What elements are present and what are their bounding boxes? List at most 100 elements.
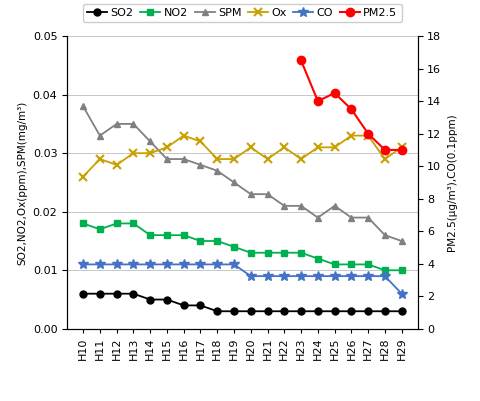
Ox bbox=[198, 139, 204, 144]
SO2 bbox=[365, 309, 371, 314]
SO2 bbox=[198, 303, 204, 308]
SPM bbox=[215, 168, 220, 173]
NO2 bbox=[281, 250, 287, 255]
SPM bbox=[80, 104, 86, 109]
CO bbox=[164, 262, 170, 267]
SPM bbox=[382, 233, 388, 237]
Ox bbox=[315, 145, 321, 150]
CO bbox=[399, 291, 405, 296]
NO2 bbox=[114, 221, 120, 226]
SPM bbox=[248, 192, 253, 196]
SPM bbox=[164, 157, 170, 162]
Ox bbox=[281, 145, 287, 150]
SPM bbox=[97, 133, 103, 138]
SPM bbox=[231, 180, 237, 185]
Line: SPM: SPM bbox=[80, 103, 405, 245]
Line: NO2: NO2 bbox=[80, 220, 405, 274]
Y-axis label: PM2.5(μg/m³),CO(0.1ppm): PM2.5(μg/m³),CO(0.1ppm) bbox=[447, 113, 457, 251]
SPM bbox=[298, 203, 304, 208]
SO2 bbox=[248, 309, 253, 314]
SO2 bbox=[298, 309, 304, 314]
SO2 bbox=[315, 309, 321, 314]
Ox bbox=[215, 157, 220, 162]
NO2 bbox=[315, 256, 321, 261]
SO2 bbox=[147, 297, 153, 302]
CO bbox=[80, 262, 86, 267]
Line: PM2.5: PM2.5 bbox=[297, 56, 406, 154]
CO bbox=[114, 262, 120, 267]
CO bbox=[231, 262, 237, 267]
Ox bbox=[399, 145, 405, 150]
PM2.5 bbox=[332, 91, 337, 95]
NO2 bbox=[365, 262, 371, 267]
SO2 bbox=[382, 309, 388, 314]
SPM bbox=[114, 122, 120, 126]
SO2 bbox=[181, 303, 187, 308]
SO2 bbox=[348, 309, 354, 314]
CO bbox=[147, 262, 153, 267]
CO bbox=[298, 274, 304, 279]
Ox bbox=[114, 162, 120, 167]
SO2 bbox=[114, 291, 120, 296]
CO bbox=[382, 274, 388, 279]
NO2 bbox=[248, 250, 253, 255]
CO bbox=[365, 274, 371, 279]
Y-axis label: SO2,NO2,Ox(ppm),SPM(mg/m³): SO2,NO2,Ox(ppm),SPM(mg/m³) bbox=[17, 100, 27, 265]
NO2 bbox=[298, 250, 304, 255]
PM2.5 bbox=[348, 107, 354, 111]
CO bbox=[198, 262, 204, 267]
NO2 bbox=[215, 239, 220, 243]
SPM bbox=[399, 239, 405, 243]
Ox bbox=[231, 157, 237, 162]
CO bbox=[348, 274, 354, 279]
SO2 bbox=[399, 309, 405, 314]
SO2 bbox=[231, 309, 237, 314]
SO2 bbox=[164, 297, 170, 302]
NO2 bbox=[264, 250, 270, 255]
NO2 bbox=[382, 268, 388, 273]
NO2 bbox=[348, 262, 354, 267]
Ox bbox=[147, 151, 153, 156]
NO2 bbox=[80, 221, 86, 226]
NO2 bbox=[231, 245, 237, 249]
PM2.5 bbox=[365, 131, 371, 136]
Ox bbox=[382, 157, 388, 162]
NO2 bbox=[164, 233, 170, 237]
SPM bbox=[348, 215, 354, 220]
SPM bbox=[315, 215, 321, 220]
SPM bbox=[332, 203, 337, 208]
SPM bbox=[198, 162, 204, 167]
SO2 bbox=[215, 309, 220, 314]
Legend: SO2, NO2, SPM, Ox, CO, PM2.5: SO2, NO2, SPM, Ox, CO, PM2.5 bbox=[83, 4, 402, 22]
Ox bbox=[332, 145, 337, 150]
Ox bbox=[181, 133, 187, 138]
SPM bbox=[264, 192, 270, 196]
CO bbox=[215, 262, 220, 267]
Ox bbox=[97, 157, 103, 162]
NO2 bbox=[147, 233, 153, 237]
CO bbox=[97, 262, 103, 267]
CO bbox=[131, 262, 136, 267]
SPM bbox=[365, 215, 371, 220]
NO2 bbox=[181, 233, 187, 237]
Ox bbox=[131, 151, 136, 156]
Ox bbox=[264, 157, 270, 162]
NO2 bbox=[332, 262, 337, 267]
Ox bbox=[298, 157, 304, 162]
PM2.5 bbox=[382, 148, 388, 152]
SO2 bbox=[80, 291, 86, 296]
CO bbox=[264, 274, 270, 279]
CO bbox=[281, 274, 287, 279]
CO bbox=[181, 262, 187, 267]
SO2 bbox=[332, 309, 337, 314]
Line: Ox: Ox bbox=[79, 132, 406, 181]
SO2 bbox=[281, 309, 287, 314]
SPM bbox=[181, 157, 187, 162]
Line: SO2: SO2 bbox=[80, 290, 405, 315]
SPM bbox=[147, 139, 153, 144]
Ox bbox=[164, 145, 170, 150]
CO bbox=[248, 274, 253, 279]
PM2.5 bbox=[399, 148, 405, 152]
PM2.5 bbox=[298, 58, 304, 63]
NO2 bbox=[131, 221, 136, 226]
